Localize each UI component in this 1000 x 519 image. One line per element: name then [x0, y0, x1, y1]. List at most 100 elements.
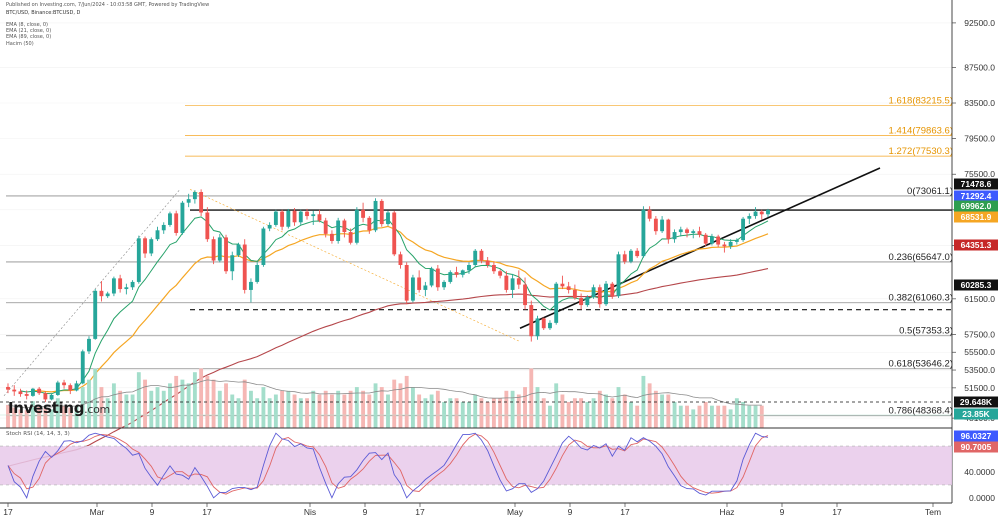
price-label-box [954, 178, 998, 190]
candle-body [118, 278, 123, 290]
volume-bar [710, 405, 714, 428]
candle [224, 234, 228, 274]
fib-label: 1.272(77530.3) [889, 146, 953, 157]
candle [211, 236, 216, 265]
candle [24, 390, 29, 400]
candle-body [697, 231, 702, 235]
volume-bar [622, 394, 627, 428]
volume-bar [560, 394, 565, 428]
candle-body [155, 230, 160, 240]
candle-body [653, 218, 658, 232]
candle-body [635, 250, 640, 257]
candle [37, 386, 42, 395]
volume-bar [255, 398, 260, 428]
volume-bar [666, 394, 671, 428]
x-tick-label: 9 [363, 507, 368, 517]
volume-label-box [954, 408, 998, 420]
candle [641, 206, 646, 258]
candle-body [217, 237, 222, 261]
volume-bar [249, 390, 253, 428]
volume-bar [392, 379, 397, 428]
candle [6, 383, 10, 394]
volume-bar [379, 387, 384, 428]
candle-body [398, 254, 403, 266]
volume-bar [734, 398, 739, 428]
candle [610, 281, 615, 299]
candle-body [404, 265, 409, 301]
candle [579, 293, 584, 310]
candle-body [485, 260, 490, 266]
volume-bar [535, 387, 540, 428]
candle [672, 229, 677, 243]
candle [124, 283, 129, 295]
candle-body [180, 202, 185, 233]
candle-body [622, 254, 627, 262]
candle [629, 248, 633, 264]
candle [49, 393, 54, 401]
volume-bar [591, 398, 596, 428]
y-tick-label: 53500.0 [964, 365, 995, 375]
candle [280, 209, 285, 231]
candle-body [759, 211, 764, 215]
candle-body [510, 278, 515, 290]
y-tick-label: 57500.0 [964, 329, 995, 339]
volume-bar [12, 407, 17, 428]
candle-body [386, 212, 390, 225]
candle-body [354, 209, 359, 243]
volume-bar [261, 387, 266, 428]
candle-body [479, 250, 484, 261]
indicator-legend: EMA (8, close, 0) EMA (21, close, 0) EMA… [6, 22, 51, 47]
candle [747, 213, 752, 225]
x-tick-label: 17 [832, 507, 842, 517]
candle-body [666, 219, 671, 240]
volume-bar [348, 390, 353, 428]
candle-body [597, 287, 602, 305]
volume-bar [74, 405, 79, 428]
candle [392, 210, 397, 257]
y-tick-label: 51500.0 [964, 383, 995, 393]
candle-body [504, 275, 509, 290]
candle [560, 275, 565, 290]
candle [410, 274, 415, 303]
y-tick-label: 83500.0 [964, 98, 995, 108]
candle [136, 235, 141, 284]
volume-bar [616, 387, 621, 428]
volume-bar [273, 394, 278, 428]
candle-body [728, 241, 733, 247]
candle [311, 210, 316, 225]
volume-bar [18, 409, 23, 428]
candle [336, 217, 341, 244]
volume-bar [516, 394, 521, 428]
candle [242, 239, 247, 294]
stoch-k-line [7, 432, 769, 499]
candle-body [379, 200, 384, 225]
candle [93, 289, 98, 340]
rsi-title: Stoch RSI (14, 14, 3, 3) [6, 431, 70, 437]
volume-bar [336, 390, 341, 428]
candle-body [199, 192, 204, 213]
volume-bar [523, 387, 527, 428]
volume-bar [43, 407, 48, 428]
candle-body [629, 250, 633, 262]
rsi-tick-label: 0.0000 [969, 493, 995, 503]
volume-bar [653, 390, 658, 428]
price-label-box [954, 211, 998, 223]
volume-bar [136, 372, 141, 428]
volume-bar [93, 368, 98, 428]
legend-ema89: EMA (89, close, 0) [6, 34, 52, 41]
candle-body [249, 281, 253, 290]
candle-body [554, 283, 559, 323]
candle-body [572, 289, 577, 298]
candle [604, 281, 608, 306]
candle-body [62, 382, 66, 386]
price-label: 69962.0 [961, 201, 992, 211]
candle [523, 277, 527, 310]
candle [30, 387, 35, 397]
candle [130, 280, 135, 290]
volume-bar [678, 405, 683, 428]
fib-label: 0(73061.1) [907, 186, 953, 197]
candle-body [361, 209, 366, 218]
volume-bar [417, 394, 422, 428]
volume-bar [37, 405, 42, 428]
